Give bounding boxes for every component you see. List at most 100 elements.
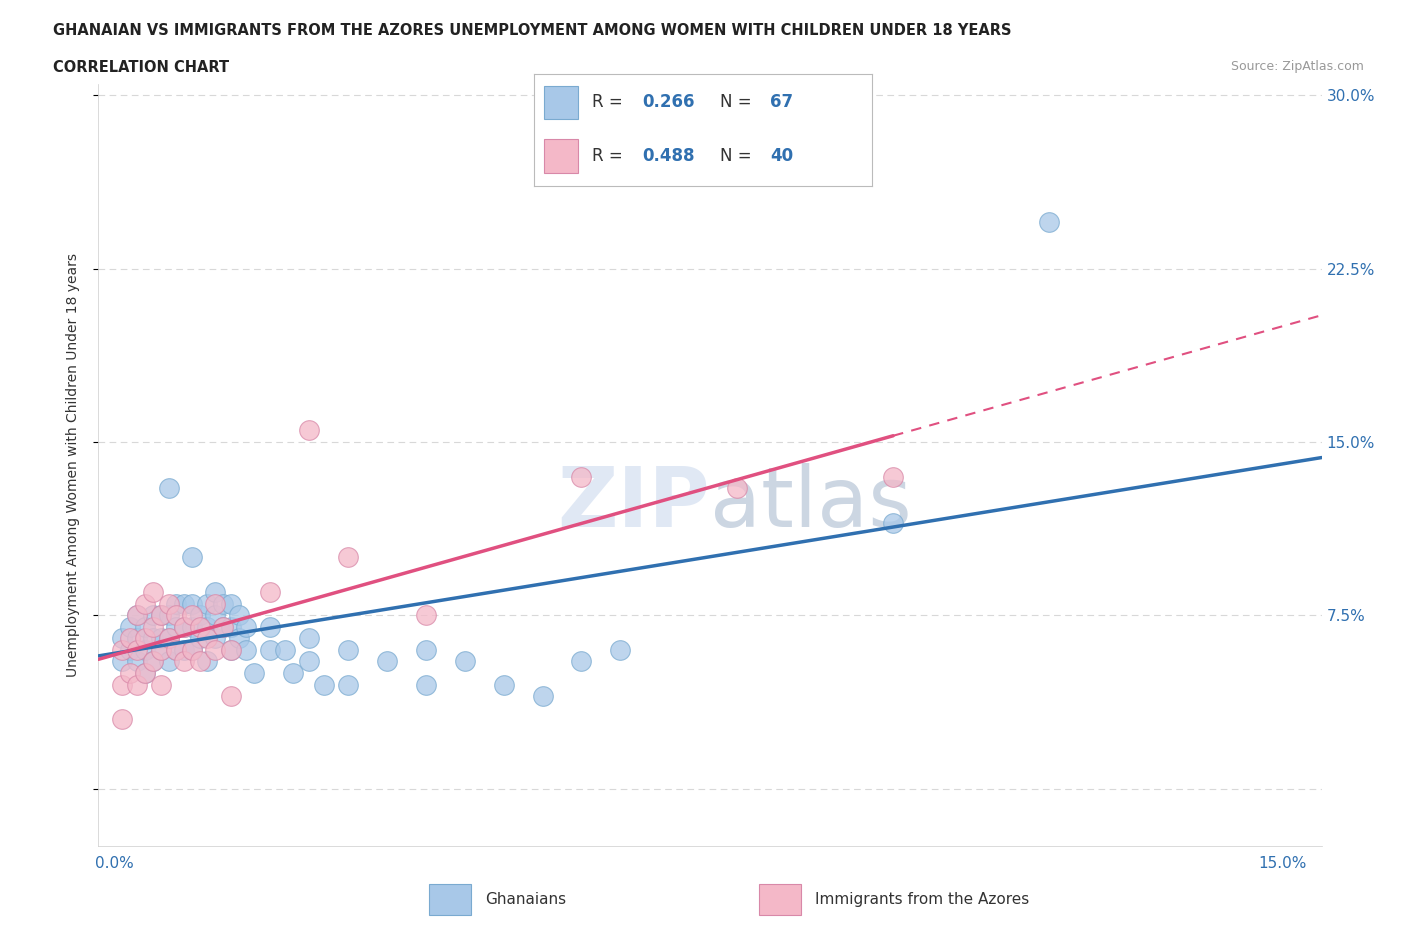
Point [204, 596, 226, 611]
Point [157, 631, 180, 645]
Point [415, 677, 437, 692]
Y-axis label: Unemployment Among Women with Children Under 18 years: Unemployment Among Women with Children U… [66, 253, 80, 677]
Point [531, 688, 554, 703]
Text: GHANAIAN VS IMMIGRANTS FROM THE AZORES UNEMPLOYMENT AMONG WOMEN WITH CHILDREN UN: GHANAIAN VS IMMIGRANTS FROM THE AZORES U… [53, 23, 1012, 38]
Point [283, 666, 305, 681]
Point [259, 585, 281, 600]
Point [228, 631, 250, 645]
Point [173, 619, 195, 634]
Point [375, 654, 398, 669]
Text: 0.488: 0.488 [643, 147, 695, 165]
Text: N =: N = [720, 147, 756, 165]
Point [111, 677, 134, 692]
Text: N =: N = [720, 93, 756, 112]
Point [415, 608, 437, 623]
Point [298, 631, 321, 645]
Point [571, 654, 593, 669]
Text: 67: 67 [770, 93, 793, 112]
Point [149, 643, 172, 658]
Point [235, 643, 257, 658]
Text: R =: R = [592, 93, 627, 112]
Point [142, 608, 165, 623]
Point [157, 481, 180, 496]
Point [173, 596, 195, 611]
Point [571, 469, 593, 484]
Point [197, 654, 219, 669]
Point [149, 631, 172, 645]
Point [134, 631, 156, 645]
Point [118, 619, 141, 634]
Bar [429, 884, 471, 915]
Point [188, 631, 211, 645]
Text: Ghanaians: Ghanaians [485, 892, 567, 908]
Point [197, 596, 219, 611]
Point [134, 666, 156, 681]
Point [197, 619, 219, 634]
Point [219, 619, 242, 634]
Point [173, 619, 195, 634]
Point [127, 631, 149, 645]
Text: Source: ZipAtlas.com: Source: ZipAtlas.com [1230, 60, 1364, 73]
Point [142, 654, 165, 669]
Point [180, 643, 202, 658]
Point [180, 619, 202, 634]
Point [173, 643, 195, 658]
Point [142, 631, 165, 645]
Point [197, 631, 219, 645]
Point [188, 608, 211, 623]
Bar [759, 884, 801, 915]
Point [609, 643, 631, 658]
Point [111, 631, 134, 645]
Point [243, 666, 266, 681]
Point [173, 654, 195, 669]
Point [204, 643, 226, 658]
Point [157, 654, 180, 669]
Point [118, 631, 141, 645]
Point [111, 711, 134, 726]
Point [142, 654, 165, 669]
Point [212, 619, 235, 634]
Point [882, 515, 904, 530]
Point [1038, 215, 1060, 230]
Point [180, 608, 202, 623]
Point [127, 654, 149, 669]
Point [188, 654, 211, 669]
Point [453, 654, 475, 669]
Point [259, 643, 281, 658]
Point [204, 608, 226, 623]
Point [212, 596, 235, 611]
Point [118, 643, 141, 658]
Point [142, 619, 165, 634]
Text: 40: 40 [770, 147, 793, 165]
Point [134, 666, 156, 681]
Text: ZIP: ZIP [558, 462, 710, 544]
Point [180, 643, 202, 658]
Point [165, 619, 187, 634]
Point [314, 677, 336, 692]
Point [127, 677, 149, 692]
Point [492, 677, 515, 692]
Bar [544, 140, 578, 173]
Point [157, 631, 180, 645]
Point [298, 654, 321, 669]
Point [149, 643, 172, 658]
Point [882, 469, 904, 484]
Point [111, 654, 134, 669]
Point [219, 643, 242, 658]
Point [274, 643, 297, 658]
Point [259, 619, 281, 634]
Point [219, 688, 242, 703]
Point [134, 619, 156, 634]
Point [336, 643, 359, 658]
Point [204, 585, 226, 600]
Point [188, 619, 211, 634]
Point [157, 608, 180, 623]
Point [149, 608, 172, 623]
Point [142, 585, 165, 600]
Point [165, 643, 187, 658]
Point [204, 631, 226, 645]
Text: atlas: atlas [710, 462, 911, 544]
Point [165, 643, 187, 658]
Point [111, 643, 134, 658]
Point [235, 619, 257, 634]
